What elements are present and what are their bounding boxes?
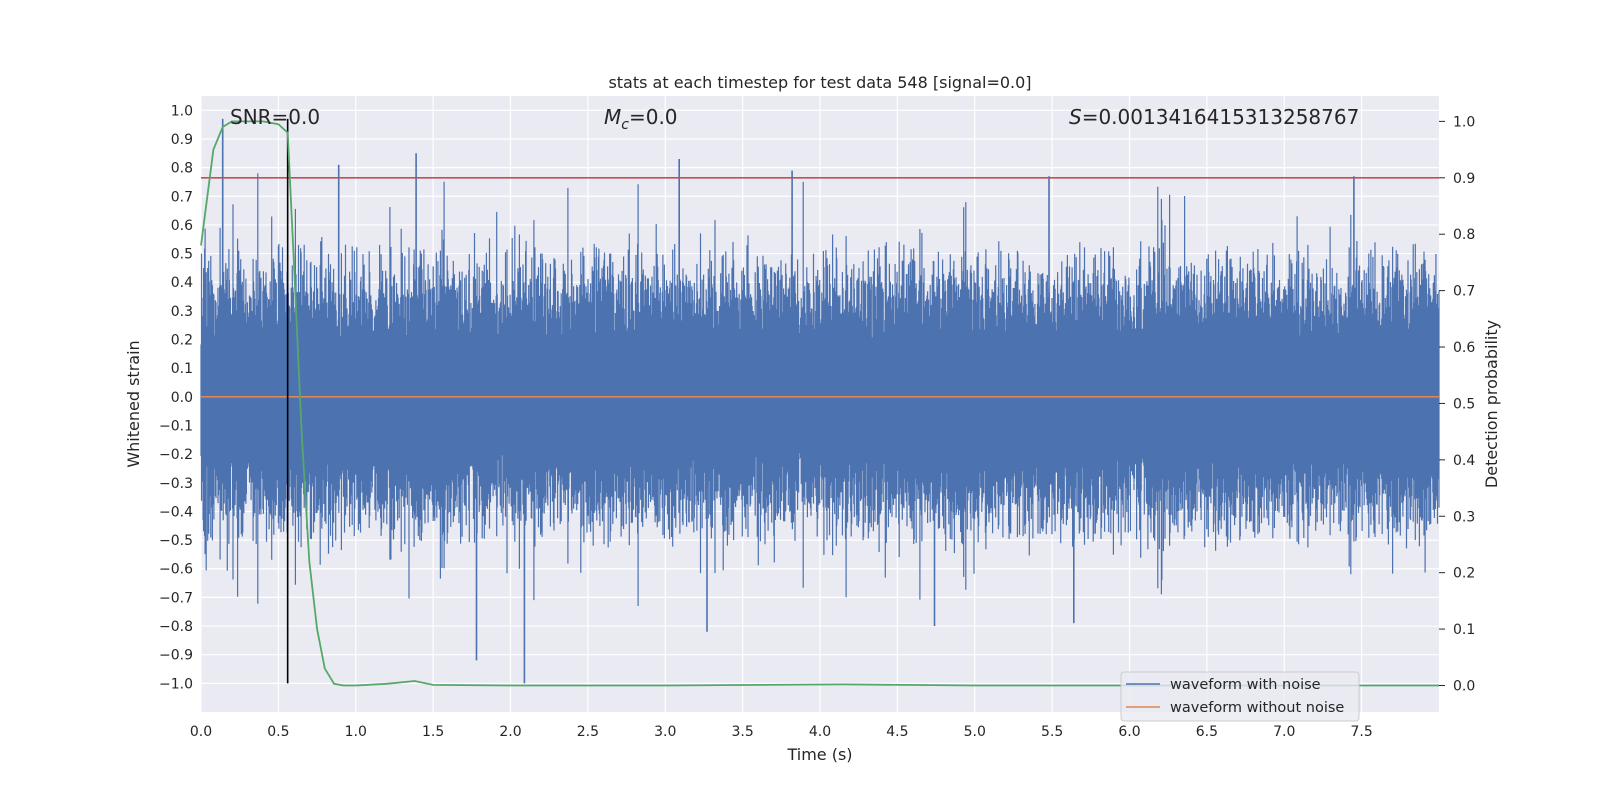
y-tick-label: −0.4 <box>159 504 193 520</box>
x-axis-label: Time (s) <box>786 745 852 764</box>
y2-tick-label: 0.2 <box>1453 566 1475 582</box>
y-tick-label: −0.3 <box>159 476 193 492</box>
legend-box <box>1120 671 1360 722</box>
x-tick-label: 0.5 <box>267 724 289 740</box>
y-tick-label: −0.5 <box>159 533 193 549</box>
x-tick-label: 1.0 <box>345 724 367 740</box>
y2-tick-label: 0.8 <box>1453 227 1475 243</box>
tick-labels: 0.0 0.5 1.0 1.5 2.0 2.5 3.0 3.5 4.0 4.5 5.0 5.5 6.0 6… <box>159 103 1475 740</box>
legend-label-clean: waveform without noise <box>1170 700 1344 716</box>
x-tick-label: 3.0 <box>654 724 676 740</box>
y-tick-label: −0.2 <box>159 447 193 463</box>
y-tick-label: 0.9 <box>171 132 193 148</box>
x-tick-label: 7.0 <box>1273 724 1295 740</box>
x-tick-label: 1.5 <box>422 724 444 740</box>
s-symbol: S <box>1069 105 1082 129</box>
snr-annotation: SNR=0.0 <box>230 105 320 129</box>
y2-axis-label: Detection probability <box>1482 320 1501 488</box>
chart-title: stats at each timestep for test data 548… <box>608 73 1031 92</box>
x-tick-label: 3.5 <box>731 724 753 740</box>
y2-tick-label: 0.6 <box>1453 340 1475 356</box>
y-tick-label: −0.7 <box>159 590 193 606</box>
y-tick-label: 0.6 <box>171 218 193 234</box>
series-waveform-with-noise <box>200 118 1440 684</box>
x-tick-label: 5.5 <box>1041 724 1063 740</box>
detection-probability-line <box>200 120 1439 687</box>
chirp-mass-subscript: c <box>621 117 629 133</box>
legend: waveform with noise waveform without noi… <box>1120 671 1360 722</box>
y-tick-label: 0.7 <box>171 189 193 205</box>
chirp-mass-value: =0.0 <box>629 105 678 129</box>
x-tick-label: 6.0 <box>1118 724 1140 740</box>
series-lines <box>200 118 1439 687</box>
y-axis-label: Whitened strain <box>124 340 143 467</box>
y-tick-label: 0.5 <box>171 247 193 263</box>
y-tick-label: 1.0 <box>171 103 193 119</box>
chirp-mass-symbol: M <box>604 105 621 129</box>
y-tick-label: −0.6 <box>159 562 193 578</box>
y-tick-label: 0.2 <box>171 333 193 349</box>
x-tick-label: 4.5 <box>886 724 908 740</box>
x-tick-label: 0.0 <box>190 724 212 740</box>
y-tick-label: 0.3 <box>171 304 193 320</box>
s-annotation: S=0.0013416415313258767 <box>1069 105 1359 129</box>
y2-tick-label: 0.9 <box>1453 171 1475 187</box>
y2-tick-label: 0.7 <box>1453 284 1475 300</box>
chirp-mass-annotation: Mc=0.0 <box>604 105 678 133</box>
x-tick-label: 5.0 <box>964 724 986 740</box>
y2-tick-label: 0.3 <box>1453 509 1475 525</box>
noise-trace <box>200 173 1440 606</box>
y-tick-label: 0.1 <box>171 361 193 377</box>
x-tick-label: 7.5 <box>1350 724 1372 740</box>
legend-label-noise: waveform with noise <box>1170 677 1321 693</box>
x-tick-label: 2.5 <box>577 724 599 740</box>
y2-tick-label: 1.0 <box>1453 114 1475 130</box>
y-tick-label: 0.0 <box>171 390 193 406</box>
y-tick-label: 0.8 <box>171 161 193 177</box>
y-tick-label: −0.9 <box>159 648 193 664</box>
y2-tick-label: 0.4 <box>1453 453 1475 469</box>
y-tick-label: −0.1 <box>159 418 193 434</box>
y-tick-label: 0.4 <box>171 275 193 291</box>
x-tick-label: 4.0 <box>809 724 831 740</box>
y2-tick-label: 0.1 <box>1453 622 1475 638</box>
x-tick-label: 2.0 <box>499 724 521 740</box>
s-value: =0.0013416415313258767 <box>1082 105 1360 129</box>
y2-tick-label: 0.5 <box>1453 396 1475 412</box>
y-tick-label: −0.8 <box>159 619 193 635</box>
y-tick-label: −1.0 <box>159 676 193 692</box>
x-tick-label: 6.5 <box>1196 724 1218 740</box>
y2-tick-label: 0.0 <box>1453 678 1475 694</box>
